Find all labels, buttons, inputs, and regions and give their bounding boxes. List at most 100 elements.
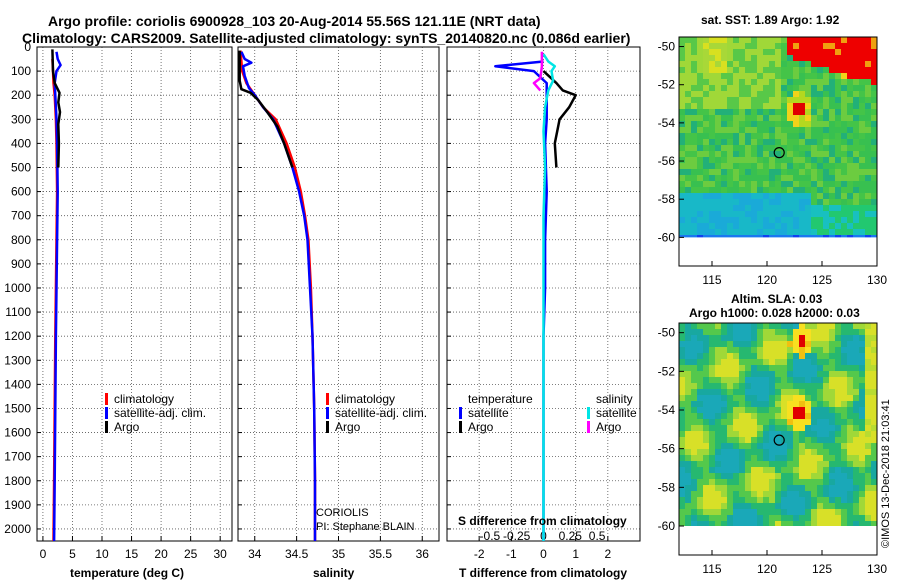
map-cell [853,347,859,353]
map-cell [817,383,823,389]
map-cell [787,389,793,395]
plot-frame [36,46,233,542]
map-cell [865,383,871,389]
map-cell [751,377,757,383]
map-cell [787,127,793,133]
map-cell [793,85,799,91]
map-cell [823,67,829,73]
map-cell [787,145,793,151]
map-lat-label: -54 [658,116,676,130]
map-cell [721,163,727,169]
map-cell [679,55,685,61]
map-cell [679,341,685,347]
map-cell [787,467,793,473]
map-cell [727,401,733,407]
map-cell [781,473,787,479]
map-cell [703,61,709,67]
legend-label-sal-argo: Argo [596,420,622,434]
map-cell [829,329,835,335]
map-cell [811,193,817,199]
map-cell [799,359,805,365]
map-cell [757,341,763,347]
map-cell [823,235,829,238]
map-cell [685,109,691,115]
map-cell [811,43,817,49]
map-cell [739,485,745,491]
map-cell [757,419,763,425]
map-cell [775,491,781,497]
x-tick-label: 20 [154,547,168,561]
map-cell [793,389,799,395]
map-cell [721,55,727,61]
map-cell [841,485,847,491]
map-cell [775,103,781,109]
map-cell [829,389,835,395]
map-cell [703,229,709,235]
map-cell [733,133,739,139]
map-cell [793,383,799,389]
map-cell [691,79,697,85]
map-cell [709,115,715,121]
map-cell [721,353,727,359]
map-cell [685,395,691,401]
map-cell [817,335,823,341]
map-cell [679,509,685,515]
map-cell [805,211,811,217]
map-cell [805,97,811,103]
map-cell [853,389,859,395]
map-cell [847,91,853,97]
map-cell [823,491,829,497]
map-cell [721,329,727,335]
map-cell [685,509,691,515]
map-cell [703,371,709,377]
map-cell [697,121,703,127]
map-cell [745,473,751,479]
map-cell [679,365,685,371]
map-cell [871,425,877,431]
map-cell [691,85,697,91]
map-cell [727,479,733,485]
map-cell [823,359,829,365]
map-cell [793,497,799,503]
map-cell [697,223,703,229]
map-cell [793,437,799,443]
map-cell [859,515,865,521]
map-cell [703,341,709,347]
map-cell [685,371,691,377]
map-cell [733,515,739,521]
x-tick-label: 34.5 [285,547,309,561]
map-cell [847,413,853,419]
map-cell [679,389,685,395]
map-cell [745,157,751,163]
map-cell [793,145,799,151]
map-cell [781,503,787,509]
map-cell [793,157,799,163]
map-cell [835,497,841,503]
map-cell [829,449,835,455]
map-cell [721,211,727,217]
map-cell [709,55,715,61]
map-cell [829,235,835,238]
map-cell [799,91,805,97]
map-cell [751,419,757,425]
map-cell [817,329,823,335]
map-cell [799,43,805,49]
depth-tick-label: 1300 [4,353,31,367]
map-cell [745,139,751,145]
map-cell [739,115,745,121]
map-cell [733,85,739,91]
map-cell [775,389,781,395]
map-cell [865,67,871,73]
map-cell [745,335,751,341]
map-cell [685,157,691,163]
map-cell [823,163,829,169]
map-cell [697,199,703,205]
map-cell [841,377,847,383]
map-cell [835,389,841,395]
map-cell [721,91,727,97]
map-cell [865,79,871,85]
map-cell [697,365,703,371]
map-cell [841,229,847,235]
map-cell [781,55,787,61]
map-cell [817,353,823,359]
